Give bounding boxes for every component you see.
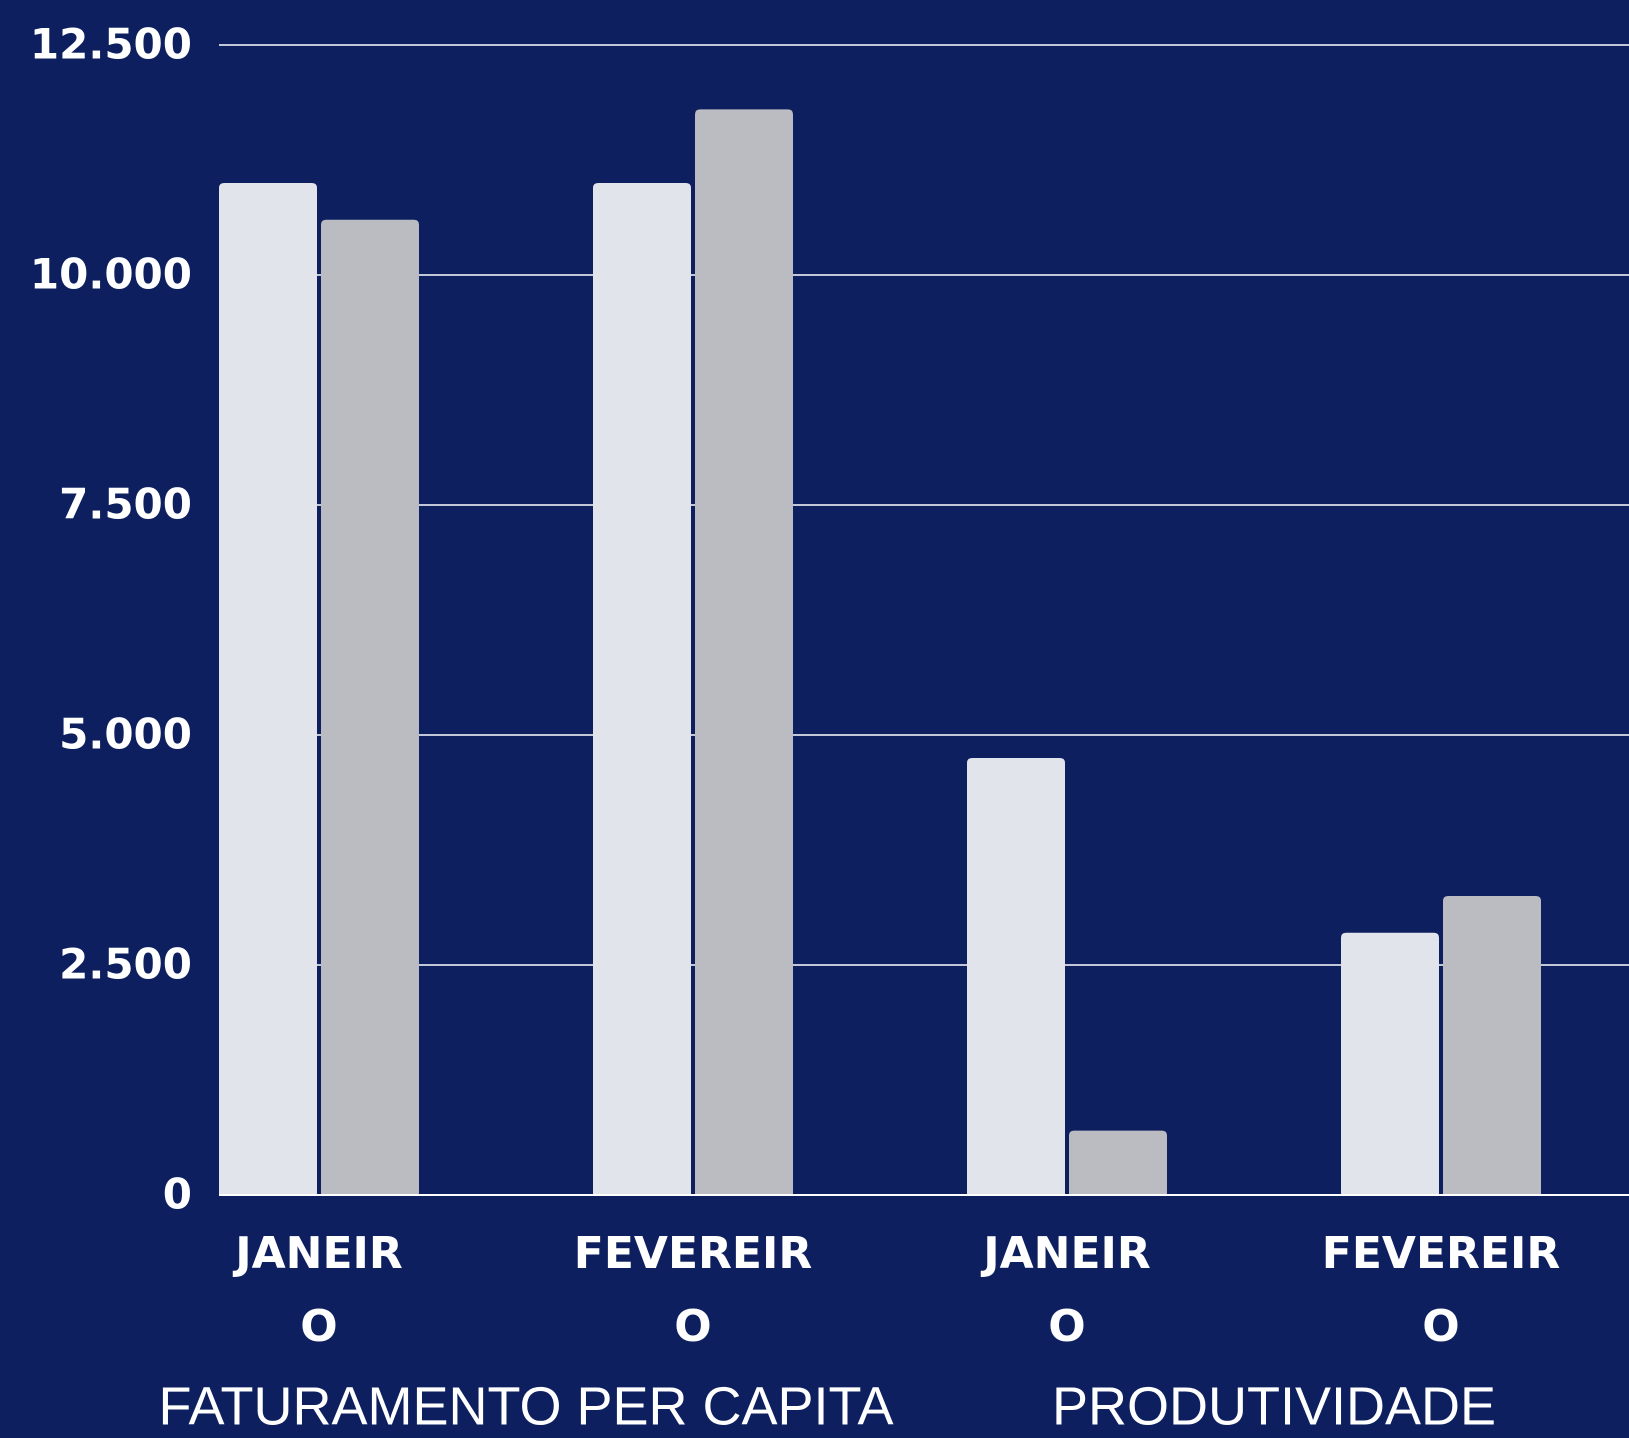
x-tick-label: FEVEREIR O: [573, 1228, 813, 1352]
x-tick-label-box: FEVEREIR O: [1321, 1228, 1561, 1352]
x-tick-label: JANEIR O: [983, 1228, 1151, 1352]
x-tick-label: FEVEREIR O: [1321, 1228, 1561, 1352]
x-tick-label-box: JANEIR O: [235, 1228, 403, 1352]
bar: [593, 183, 691, 1195]
y-tick-label: 0: [163, 1170, 192, 1219]
y-tick-label: 5.000: [59, 710, 192, 759]
bar: [321, 219, 419, 1196]
group-label: PRODUTIVIDADE: [1052, 1376, 1496, 1436]
x-tick-label-box: JANEIR O: [983, 1228, 1151, 1352]
bar: [1443, 896, 1541, 1195]
x-tick-label-box: FEVEREIR O: [573, 1228, 813, 1352]
bar: [219, 183, 317, 1195]
bar: [695, 109, 793, 1195]
bar: [967, 758, 1065, 1195]
bar: [1341, 932, 1439, 1195]
y-tick-label: 2.500: [59, 940, 192, 989]
y-tick-label: 12.500: [30, 20, 192, 69]
y-tick-label: 10.000: [30, 250, 192, 299]
bar: [1069, 1130, 1167, 1195]
x-tick-label: JANEIR O: [235, 1228, 403, 1352]
group-label: FATURAMENTO PER CAPITA: [158, 1376, 893, 1436]
y-tick-label: 7.500: [59, 480, 192, 529]
